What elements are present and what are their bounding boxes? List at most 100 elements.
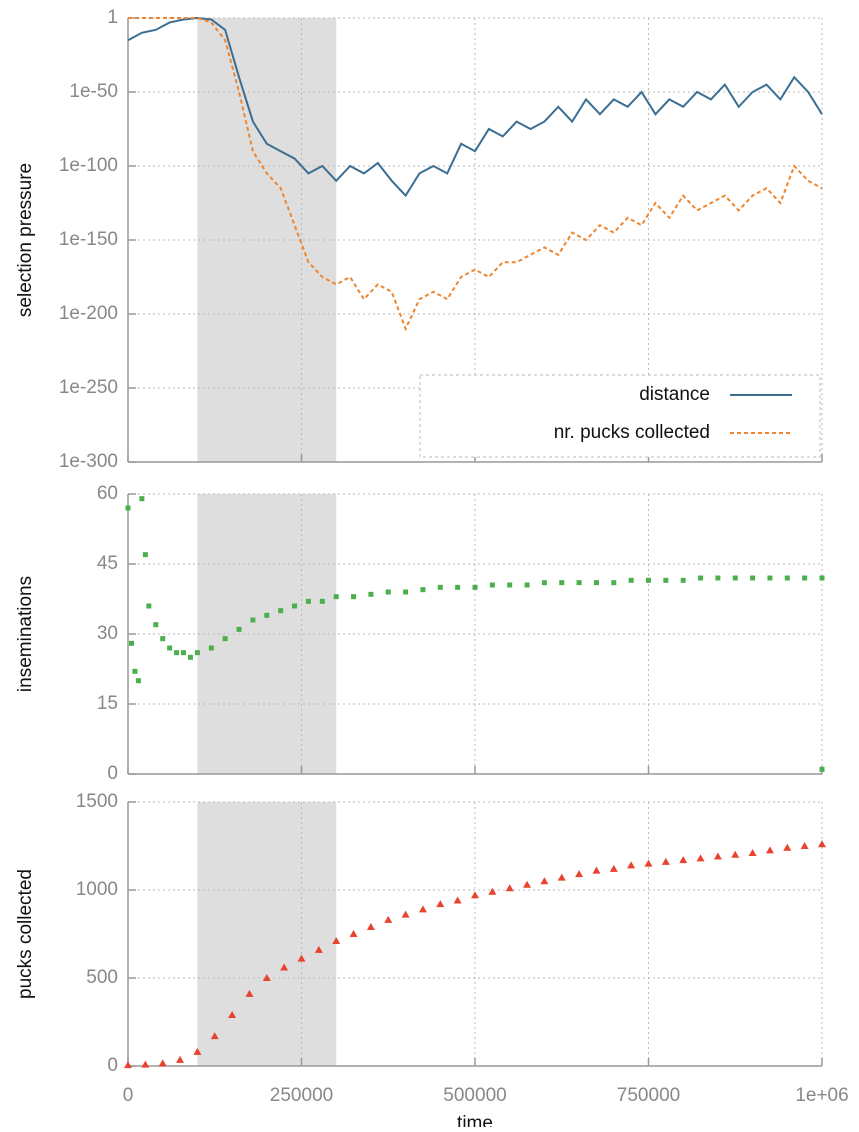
point xyxy=(366,922,375,930)
point xyxy=(696,854,705,862)
y-tick-label: 30 xyxy=(97,623,118,644)
legend-label: distance xyxy=(639,384,710,405)
point xyxy=(488,887,497,895)
point xyxy=(819,575,825,581)
point xyxy=(489,582,495,588)
point xyxy=(210,1032,219,1040)
x-axis-label: time xyxy=(457,1113,493,1127)
y-axis-label: inseminations xyxy=(15,576,36,692)
point xyxy=(187,654,193,660)
point xyxy=(208,645,214,651)
highlight-band xyxy=(197,802,337,1066)
point xyxy=(236,626,242,632)
point xyxy=(420,587,426,593)
point xyxy=(181,650,187,656)
point xyxy=(436,900,445,908)
point xyxy=(698,575,704,581)
point xyxy=(174,650,180,656)
point xyxy=(194,650,200,656)
y-tick-label: 1000 xyxy=(76,879,118,900)
point xyxy=(158,1059,167,1067)
y-tick-label: 1e-150 xyxy=(59,229,118,250)
point xyxy=(575,870,584,878)
x-tick-label: 500000 xyxy=(443,1085,506,1106)
y-axis-label: selection pressure xyxy=(15,163,36,317)
point xyxy=(292,603,298,609)
point xyxy=(524,582,530,588)
series-line xyxy=(127,16,823,198)
point xyxy=(142,552,148,558)
point xyxy=(128,640,134,646)
point xyxy=(644,859,653,867)
point xyxy=(627,861,636,869)
point xyxy=(765,846,774,854)
point xyxy=(540,877,549,885)
point xyxy=(646,577,651,583)
point xyxy=(176,1055,185,1063)
y-tick-label: 1e-100 xyxy=(59,155,118,176)
point xyxy=(132,668,138,674)
x-tick-label: 1e+06 xyxy=(795,1085,848,1106)
point xyxy=(297,954,306,962)
point xyxy=(472,584,478,590)
point xyxy=(680,577,686,583)
x-tick-label: 750000 xyxy=(617,1085,680,1106)
point xyxy=(783,843,792,851)
point xyxy=(748,849,757,857)
point xyxy=(661,857,670,865)
point xyxy=(228,1010,237,1018)
point xyxy=(679,856,688,864)
y-tick-label: 1e-200 xyxy=(59,303,118,324)
point xyxy=(314,945,323,953)
y-tick-label: 500 xyxy=(86,967,118,988)
point xyxy=(349,930,358,937)
point xyxy=(593,580,599,586)
point xyxy=(784,575,790,581)
point xyxy=(384,915,393,923)
point xyxy=(139,496,145,502)
point xyxy=(819,766,825,772)
point xyxy=(557,873,566,881)
point xyxy=(455,584,461,590)
point xyxy=(750,575,756,581)
point xyxy=(731,850,740,858)
y-tick-label: 1e-250 xyxy=(59,377,118,398)
x-tick-label: 250000 xyxy=(270,1085,333,1106)
series-line xyxy=(128,17,823,332)
point xyxy=(767,575,773,581)
point xyxy=(385,589,391,595)
point xyxy=(332,937,341,945)
y-tick-label: 0 xyxy=(107,1055,118,1076)
point xyxy=(403,589,409,595)
point xyxy=(141,1060,150,1068)
point xyxy=(160,636,166,642)
y-tick-label: 60 xyxy=(97,483,118,504)
point xyxy=(135,678,141,684)
point xyxy=(507,582,513,588)
point xyxy=(333,594,339,600)
point xyxy=(818,840,826,848)
point xyxy=(278,608,284,614)
point xyxy=(319,598,325,604)
point xyxy=(262,974,271,981)
legend-label: nr. pucks collected xyxy=(554,422,710,443)
point xyxy=(245,989,254,997)
point xyxy=(167,645,173,651)
point xyxy=(250,617,256,623)
point xyxy=(453,896,462,904)
y-axis-label: pucks collected xyxy=(15,869,36,999)
point xyxy=(437,584,443,590)
point xyxy=(222,636,228,642)
point xyxy=(609,864,618,872)
x-tick-label: 0 xyxy=(123,1085,134,1106)
point xyxy=(592,866,601,874)
point xyxy=(628,577,634,583)
point xyxy=(280,963,289,971)
point xyxy=(401,910,410,918)
point xyxy=(368,591,374,597)
point xyxy=(732,575,738,581)
point xyxy=(802,575,808,581)
point xyxy=(264,612,270,618)
point xyxy=(576,580,582,586)
